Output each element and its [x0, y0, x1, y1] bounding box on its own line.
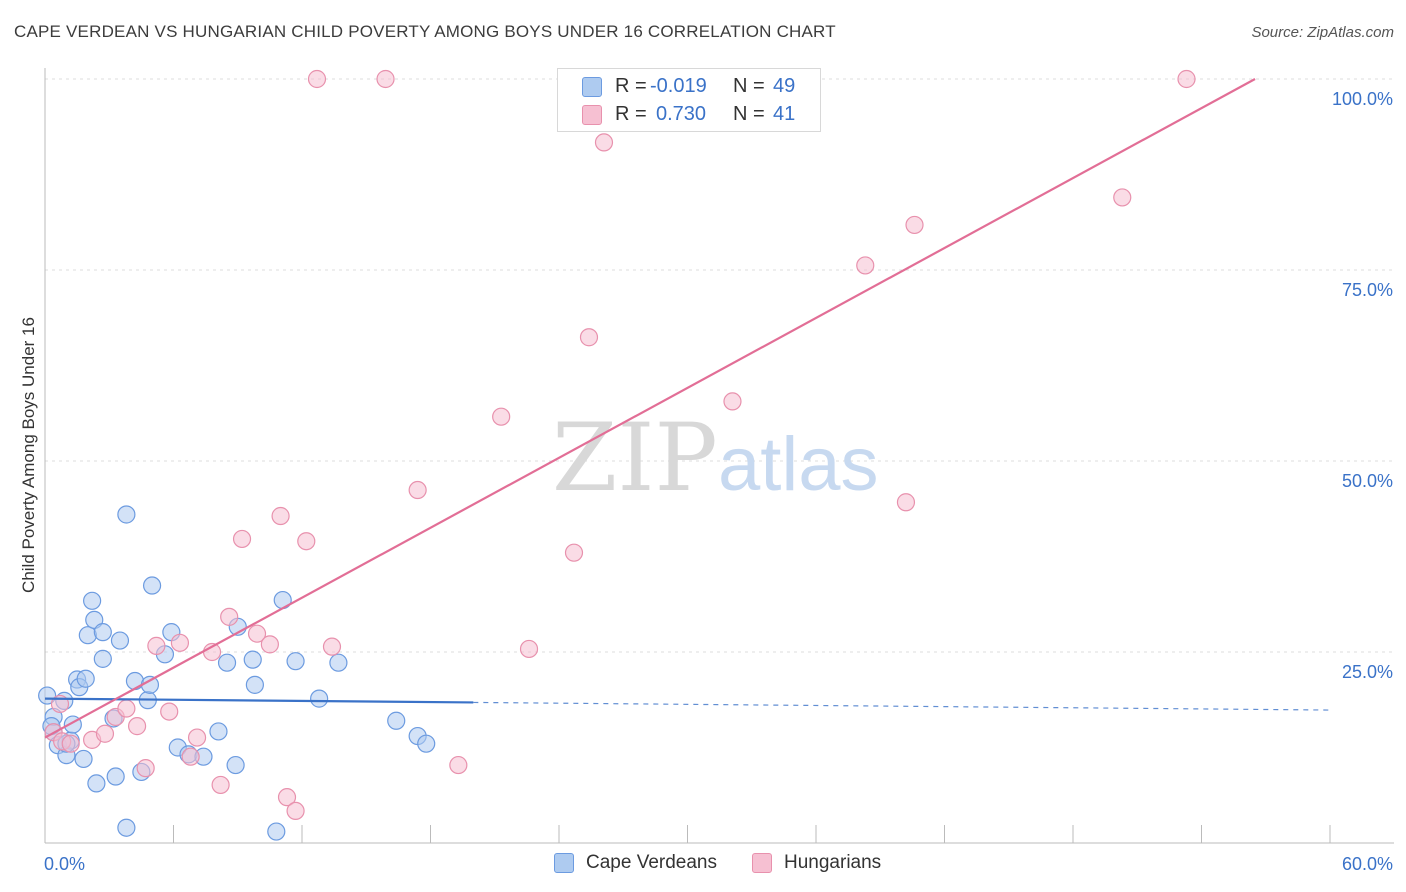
hungarian-point — [723, 392, 742, 411]
hungarian-point — [856, 256, 875, 275]
hungarian-point — [170, 633, 190, 652]
hungarian-point — [896, 493, 916, 512]
trend-layer — [44, 78, 1331, 739]
hungarian-point — [117, 699, 136, 718]
hungarian-trend-line — [44, 78, 1256, 739]
hungarian-point — [160, 702, 179, 721]
hungarian-point — [260, 635, 279, 654]
cape-verdean-point — [125, 671, 145, 691]
y-tick-label: 100.0% — [1332, 89, 1393, 109]
hungarian-point — [211, 775, 230, 795]
hungarian-point — [61, 734, 80, 753]
cape-verdean-point — [87, 774, 106, 793]
hungarian-point — [492, 407, 511, 426]
watermark: ZIP atlas — [552, 404, 879, 513]
hungarian-point — [136, 759, 155, 778]
hungarian-point — [187, 728, 207, 747]
hungarian-point — [271, 506, 290, 526]
hungarian-point — [1177, 69, 1196, 89]
chart-title: CAPE VERDEAN VS HUNGARIAN CHILD POVERTY … — [14, 22, 836, 41]
cape-verdean-point — [93, 623, 112, 642]
legend-n-value: 41 — [773, 103, 796, 125]
hungarian-point — [277, 788, 297, 807]
cape-verdean-point — [245, 675, 264, 694]
points-layer — [38, 69, 1196, 841]
cape-verdean-point — [83, 591, 102, 610]
legend-row-cape-verdeans: R = -0.019 N = 49 — [558, 73, 820, 103]
grid-layer — [45, 78, 1394, 653]
cape-verdean-point — [267, 822, 286, 841]
bottom-swatch-pink — [752, 853, 772, 873]
cape-verdean-point — [310, 689, 329, 708]
cape-verdean-point — [226, 755, 245, 775]
source-label: Source: ZipAtlas.com — [1251, 24, 1394, 41]
hungarian-point — [147, 636, 166, 655]
axes-layer: 25.0% 50.0% 75.0% 100.0% 0.0% 60.0% — [44, 68, 1394, 874]
legend-r-value: -0.019 — [650, 75, 707, 97]
y-tick-label: 50.0% — [1342, 471, 1393, 491]
legend-n-label: N = — [733, 103, 765, 125]
bottom-swatch-blue — [554, 853, 574, 873]
hungarian-point — [449, 755, 468, 775]
hungarian-point — [286, 801, 305, 821]
cape-verdean-point — [286, 652, 305, 671]
cape-verdean-point — [74, 749, 93, 769]
bottom-legend-label: Cape Verdeans — [586, 852, 717, 873]
cape-verdean-point — [217, 653, 237, 672]
watermark-zip: ZIP — [552, 404, 718, 513]
cape-verdean-point — [209, 722, 228, 741]
cape-verdean-point — [329, 653, 348, 672]
cape-verdean-point — [243, 650, 262, 669]
hungarian-point — [519, 639, 539, 659]
hungarian-point — [905, 215, 924, 235]
cape-verdean-point — [76, 669, 95, 688]
hungarian-point — [127, 717, 147, 736]
legend-row-hungarians: R = 0.730 N = 41 — [558, 101, 820, 131]
hungarian-point — [579, 328, 599, 347]
cape-verdean-point — [38, 686, 57, 705]
hungarian-point — [181, 747, 200, 766]
correlation-legend: R = -0.019 N = 49 R = 0.730 N = 41 — [557, 68, 821, 132]
bottom-legend-label: Hungarians — [784, 852, 882, 873]
hungarian-point — [322, 637, 342, 656]
legend-swatch-pink — [582, 105, 602, 125]
x-tick-label: 0.0% — [44, 854, 85, 874]
watermark-atlas: atlas — [718, 422, 879, 507]
hungarian-point — [232, 529, 252, 549]
y-tick-label: 25.0% — [1342, 662, 1393, 682]
cape-verdean-point — [417, 734, 436, 753]
cape-verdean-point — [117, 505, 136, 524]
legend-r-value: 0.730 — [656, 103, 707, 125]
hungarian-point — [95, 724, 115, 743]
legend-n-value: 49 — [773, 75, 796, 97]
legend-swatch-blue — [582, 77, 602, 97]
hungarian-point — [247, 624, 267, 643]
cape-verdean-point — [106, 767, 125, 786]
cape-verdean-point — [117, 818, 136, 837]
x-tick-label: 60.0% — [1342, 854, 1393, 874]
hungarian-point — [297, 532, 316, 551]
hungarian-point — [564, 543, 584, 562]
cape-verdean-point — [110, 631, 130, 650]
y-tick-label: 75.0% — [1342, 280, 1393, 300]
y-axis-label: Child Poverty Among Boys Under 16 — [19, 317, 38, 593]
legend-r-label: R = — [615, 75, 647, 97]
hungarian-point — [376, 69, 395, 89]
cape-verdean-trend-extension — [473, 701, 1331, 711]
hungarian-point — [1113, 188, 1132, 207]
legend-n-label: N = — [733, 75, 765, 97]
cape-verdean-point — [387, 711, 406, 730]
cape-verdean-point — [78, 626, 97, 645]
hungarian-point — [408, 480, 427, 500]
cape-verdean-point — [142, 576, 162, 595]
cape-verdean-point — [93, 649, 112, 668]
hungarian-point — [220, 607, 239, 626]
legend-r-label: R = — [615, 103, 647, 125]
hungarian-point — [307, 69, 327, 89]
hungarian-point — [594, 133, 614, 152]
